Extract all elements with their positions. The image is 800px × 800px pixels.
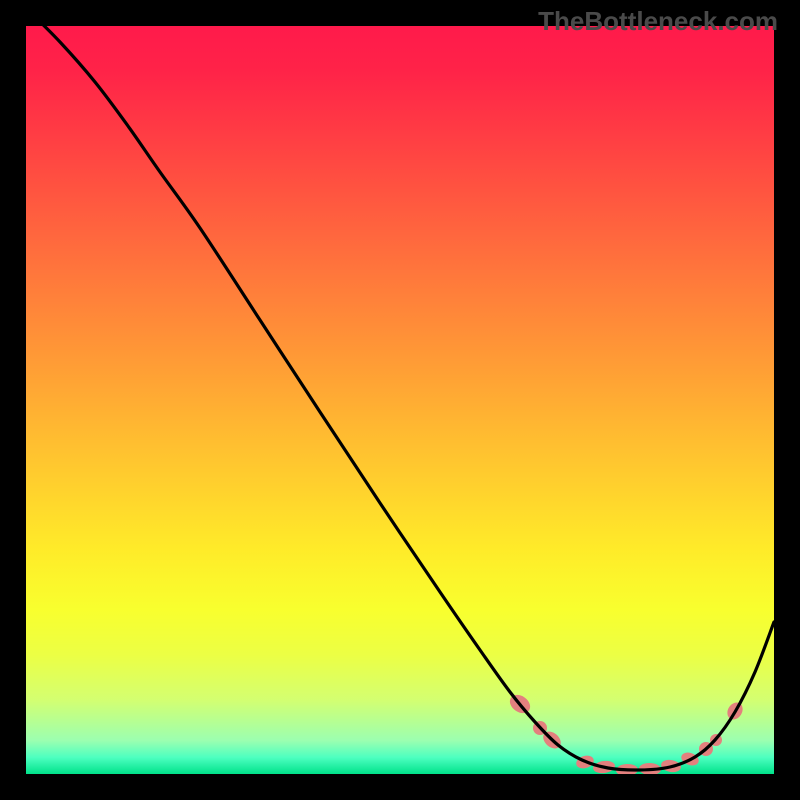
bottleneck-chart — [0, 0, 800, 800]
chart-frame — [774, 0, 800, 800]
watermark-text: TheBottleneck.com — [538, 6, 778, 37]
chart-frame — [0, 0, 26, 800]
chart-frame — [0, 774, 800, 800]
